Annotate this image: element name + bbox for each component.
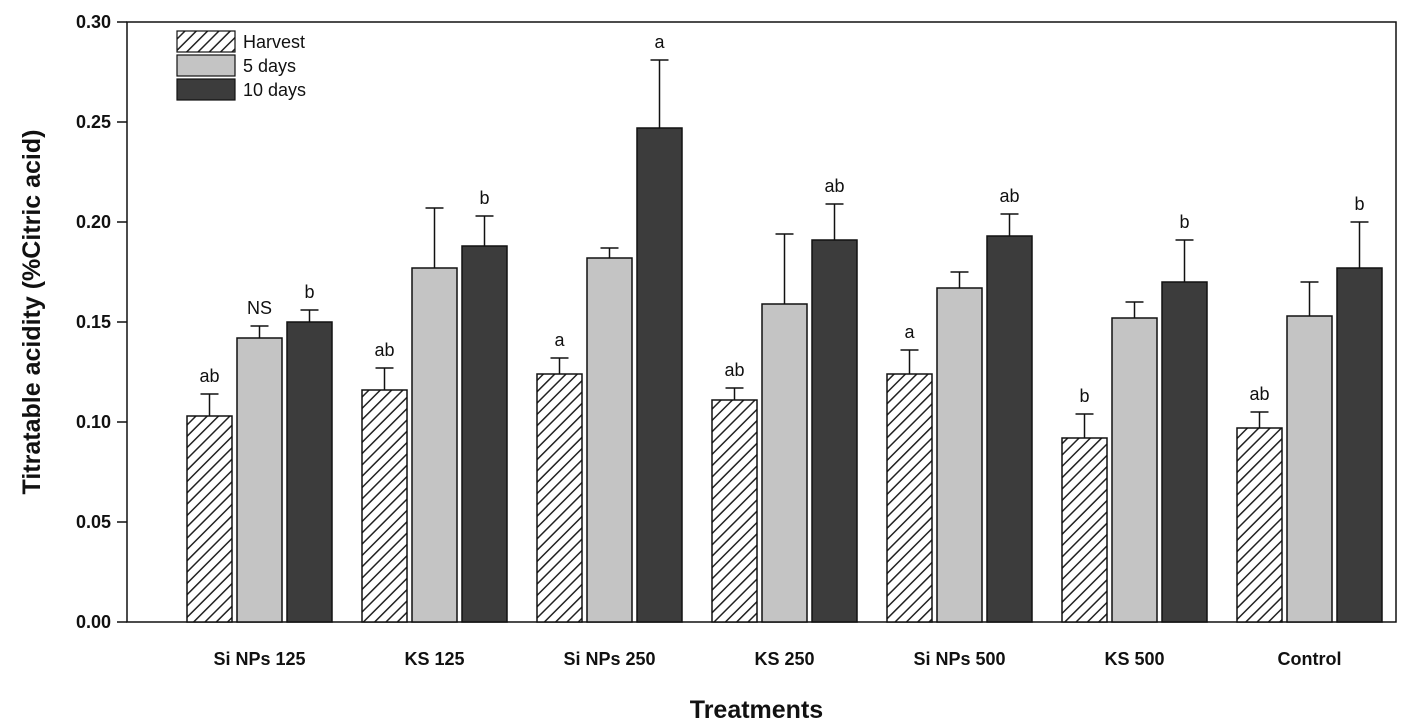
bar-10-days bbox=[1336, 267, 1383, 623]
bar-5-days bbox=[936, 287, 983, 623]
legend-swatch bbox=[176, 30, 236, 53]
bar-harvest bbox=[1061, 437, 1108, 623]
significance-label: b bbox=[1354, 194, 1364, 214]
bar-5-days bbox=[236, 337, 283, 623]
bar-harvest bbox=[886, 373, 933, 623]
significance-label: ab bbox=[1249, 384, 1269, 404]
bar-harvest bbox=[1236, 427, 1283, 623]
legend-swatch bbox=[176, 54, 236, 77]
legend-label: Harvest bbox=[243, 32, 305, 52]
significance-label: NS bbox=[247, 298, 272, 318]
y-tick-label: 0.10 bbox=[76, 412, 111, 432]
significance-label: b bbox=[1179, 212, 1189, 232]
bar-5-days bbox=[411, 267, 458, 623]
x-axis-title: Treatments bbox=[690, 696, 823, 722]
x-tick-label: KS 250 bbox=[754, 649, 814, 669]
y-tick-label: 0.30 bbox=[76, 12, 111, 32]
bar-10-days bbox=[811, 239, 858, 623]
bar-5-days bbox=[586, 257, 633, 623]
x-tick-label: Si NPs 500 bbox=[913, 649, 1005, 669]
bar-10-days bbox=[286, 321, 333, 623]
bar-5-days bbox=[761, 303, 808, 623]
y-tick-label: 0.00 bbox=[76, 612, 111, 632]
legend-swatch bbox=[176, 78, 236, 101]
significance-label: ab bbox=[374, 340, 394, 360]
bar-10-days bbox=[461, 245, 508, 623]
significance-label: b bbox=[304, 282, 314, 302]
significance-label: b bbox=[479, 188, 489, 208]
bar-10-days bbox=[636, 127, 683, 623]
significance-label: a bbox=[654, 32, 665, 52]
bar-5-days bbox=[1286, 315, 1333, 623]
y-axis-title: Titratable acidity (%Citric acid) bbox=[18, 130, 46, 495]
bar-10-days bbox=[986, 235, 1033, 623]
x-tick-label: Si NPs 125 bbox=[213, 649, 305, 669]
legend-label: 10 days bbox=[243, 80, 306, 100]
bar-5-days bbox=[1111, 317, 1158, 623]
significance-label: ab bbox=[999, 186, 1019, 206]
bar-harvest bbox=[711, 399, 758, 623]
y-tick-label: 0.15 bbox=[76, 312, 111, 332]
significance-label: ab bbox=[724, 360, 744, 380]
x-tick-label: Control bbox=[1278, 649, 1342, 669]
bar-10-days bbox=[1161, 281, 1208, 623]
bar-harvest bbox=[361, 389, 408, 623]
significance-label: b bbox=[1079, 386, 1089, 406]
bar-harvest bbox=[186, 415, 233, 623]
legend-label: 5 days bbox=[243, 56, 296, 76]
significance-label: a bbox=[554, 330, 565, 350]
significance-label: ab bbox=[199, 366, 219, 386]
y-tick-label: 0.20 bbox=[76, 212, 111, 232]
x-tick-label: KS 125 bbox=[404, 649, 464, 669]
y-tick-label: 0.25 bbox=[76, 112, 111, 132]
x-tick-label: Si NPs 250 bbox=[563, 649, 655, 669]
y-tick-label: 0.05 bbox=[76, 512, 111, 532]
bar-harvest bbox=[536, 373, 583, 623]
significance-label: a bbox=[904, 322, 915, 342]
x-tick-label: KS 500 bbox=[1104, 649, 1164, 669]
significance-label: ab bbox=[824, 176, 844, 196]
